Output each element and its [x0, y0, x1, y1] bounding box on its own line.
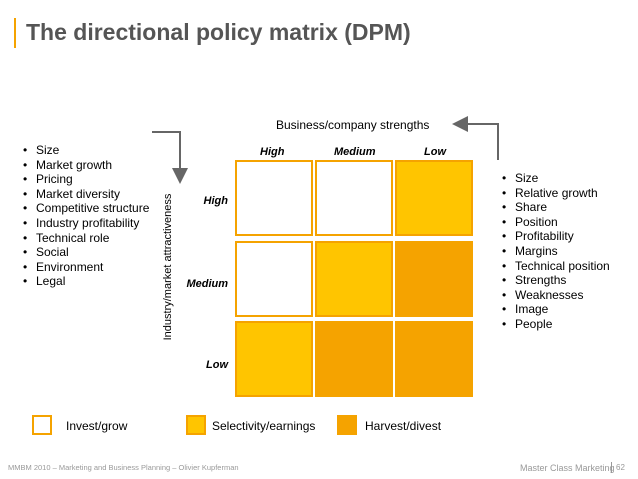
matrix-cell-low-low: [395, 321, 473, 397]
footer-divider: [611, 462, 612, 473]
legend-label-selectivity: Selectivity/earnings: [212, 419, 316, 433]
list-item: Size: [502, 171, 610, 186]
list-item: Margins: [502, 244, 610, 259]
market-factors-list: Size Market growth Pricing Market divers…: [23, 143, 149, 289]
list-item: Competitive structure: [23, 201, 149, 216]
title-accent-bar: [14, 18, 16, 48]
list-item: Strengths: [502, 273, 610, 288]
list-item: Market diversity: [23, 187, 149, 202]
matrix-cell-high-high: [235, 160, 313, 236]
legend-swatch-harvest: [337, 415, 357, 435]
footer-right: Master Class Marketing: [520, 463, 615, 473]
legend-swatch-invest: [32, 415, 52, 435]
legend-label-invest: Invest/grow: [66, 419, 128, 433]
column-header-high: High: [260, 146, 285, 158]
list-item: Technical position: [502, 259, 610, 274]
row-header-medium: Medium: [186, 278, 228, 290]
legend-swatch-selectivity: [186, 415, 206, 435]
list-item: Share: [502, 200, 610, 215]
list-item: Relative growth: [502, 186, 610, 201]
footer-left: MMBM 2010 – Marketing and Business Plann…: [8, 463, 239, 472]
column-header-medium: Medium: [334, 146, 376, 158]
matrix-cell-low-high: [235, 321, 313, 397]
list-item: Industry profitability: [23, 216, 149, 231]
list-item: People: [502, 317, 610, 332]
list-item: Social: [23, 245, 149, 260]
company-factors-list: Size Relative growth Share Position Prof…: [502, 171, 610, 332]
list-item: Legal: [23, 274, 149, 289]
list-item: Weaknesses: [502, 288, 610, 303]
list-item: Environment: [23, 260, 149, 275]
page-number: 62: [616, 463, 625, 472]
matrix-cell-high-low: [395, 160, 473, 236]
matrix-cell-medium-high: [235, 241, 313, 317]
matrix-cell-medium-low: [395, 241, 473, 317]
list-item: Position: [502, 215, 610, 230]
list-item: Size: [23, 143, 149, 158]
list-item: Image: [502, 302, 610, 317]
right-arrow: [452, 116, 499, 160]
left-arrow: [152, 131, 188, 184]
list-item: Profitability: [502, 229, 610, 244]
matrix-cell-low-medium: [315, 321, 393, 397]
column-header-low: Low: [424, 146, 446, 158]
matrix-cell-high-medium: [315, 160, 393, 236]
list-item: Market growth: [23, 158, 149, 173]
x-axis-label: Business/company strengths: [276, 118, 430, 132]
legend-label-harvest: Harvest/divest: [365, 419, 442, 433]
page-title: The directional policy matrix (DPM): [26, 19, 411, 45]
list-item: Technical role: [23, 231, 149, 246]
list-item: Pricing: [23, 172, 149, 187]
row-header-high: High: [203, 195, 228, 207]
matrix-cell-medium-medium: [315, 241, 393, 317]
row-header-low: Low: [206, 359, 228, 371]
